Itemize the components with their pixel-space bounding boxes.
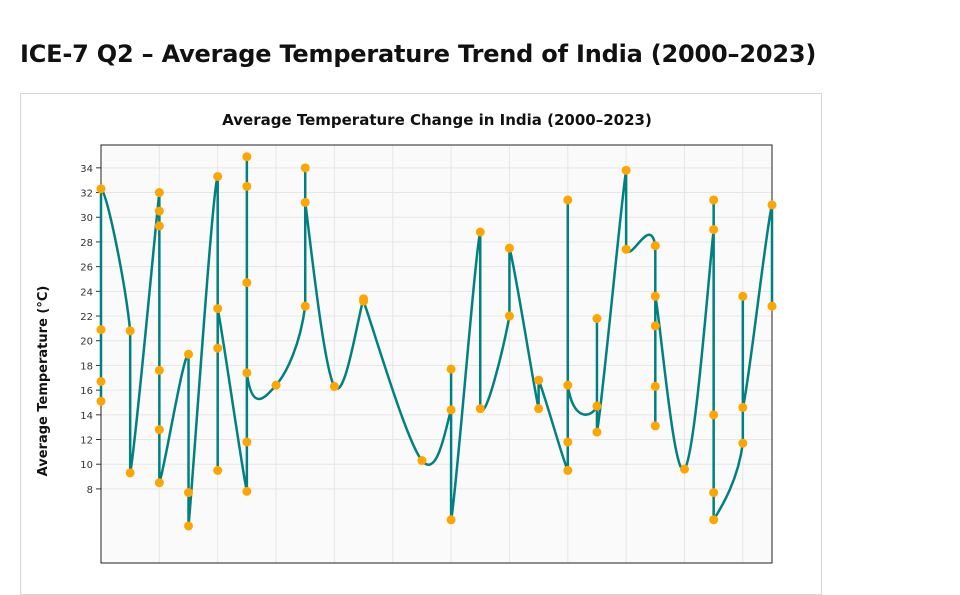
y-tick-label: 8: [87, 485, 93, 496]
data-point: [154, 188, 164, 198]
data-point: [242, 278, 252, 288]
data-point: [650, 321, 660, 331]
data-point: [154, 206, 164, 216]
data-point: [417, 456, 427, 466]
data-point: [213, 343, 223, 353]
data-point: [650, 381, 660, 391]
data-point: [242, 181, 252, 191]
y-tick-label: 18: [80, 361, 93, 372]
data-point: [446, 364, 456, 374]
data-point: [563, 437, 573, 447]
data-point: [96, 376, 106, 386]
data-point: [242, 152, 252, 162]
y-tick-label: 26: [80, 263, 93, 274]
y-tick-label: 30: [80, 213, 93, 224]
data-point: [154, 425, 164, 435]
y-tick-label: 14: [80, 411, 93, 422]
data-point: [563, 465, 573, 475]
data-point: [446, 405, 456, 415]
data-point: [767, 200, 777, 210]
data-point: [271, 380, 281, 390]
page-title: ICE-7 Q2 – Average Temperature Trend of …: [20, 40, 817, 68]
data-point: [242, 486, 252, 496]
chart-title: Average Temperature Change in India (200…: [222, 111, 652, 129]
data-point: [563, 380, 573, 390]
data-point: [300, 163, 310, 173]
data-point: [96, 184, 106, 194]
data-point: [592, 401, 602, 411]
data-point: [592, 427, 602, 437]
data-point: [242, 368, 252, 378]
y-tick-label: 16: [80, 386, 93, 397]
data-point: [242, 437, 252, 447]
data-point: [154, 221, 164, 231]
data-point: [96, 325, 106, 335]
data-point: [709, 488, 719, 498]
data-point: [125, 468, 135, 478]
data-point: [213, 465, 223, 475]
y-axis-title: Average Temperature (°C): [36, 286, 51, 477]
temperature-chart: Average Temperature Change in India (200…: [36, 111, 777, 564]
y-tick-label: 20: [80, 337, 93, 348]
y-tick-label: 28: [80, 238, 93, 249]
data-point: [679, 464, 689, 474]
data-point: [446, 515, 456, 525]
data-point: [300, 197, 310, 207]
data-point: [738, 402, 748, 412]
data-point: [592, 313, 602, 323]
data-point: [709, 195, 719, 205]
temperature-line: [99, 156, 774, 527]
data-point: [709, 410, 719, 420]
data-point: [650, 291, 660, 301]
y-tick-label: 10: [80, 460, 93, 471]
data-point: [650, 421, 660, 431]
data-point: [154, 365, 164, 375]
data-point: [534, 404, 544, 414]
data-point: [504, 311, 514, 321]
data-point: [359, 296, 369, 306]
data-point: [563, 195, 573, 205]
data-point: [738, 291, 748, 301]
data-point: [475, 404, 485, 414]
data-point: [125, 326, 135, 336]
data-point: [184, 521, 194, 531]
y-tick-label: 12: [80, 436, 93, 447]
data-point: [621, 165, 631, 175]
data-point: [154, 478, 164, 488]
data-point: [650, 241, 660, 251]
y-tick-label: 32: [80, 189, 93, 200]
plot-area: 8 10 12 14 16 18 20 22 24 26 28 30 32 34: [80, 144, 777, 564]
data-point: [534, 375, 544, 385]
data-point: [738, 438, 748, 448]
chart-card: Average Temperature Change in India (200…: [20, 93, 822, 595]
data-point: [96, 396, 106, 406]
data-point: [767, 301, 777, 311]
data-point: [709, 225, 719, 235]
data-point: [213, 304, 223, 314]
y-tick-label: 22: [80, 312, 93, 323]
data-point: [184, 488, 194, 498]
data-point: [709, 515, 719, 525]
data-point: [213, 171, 223, 181]
y-tick-label: 34: [80, 164, 93, 175]
data-point: [621, 244, 631, 254]
y-tick-label: 24: [80, 287, 93, 298]
data-point: [300, 301, 310, 311]
data-point: [329, 381, 339, 391]
data-point: [504, 243, 514, 253]
data-point: [184, 349, 194, 359]
data-point: [475, 227, 485, 237]
